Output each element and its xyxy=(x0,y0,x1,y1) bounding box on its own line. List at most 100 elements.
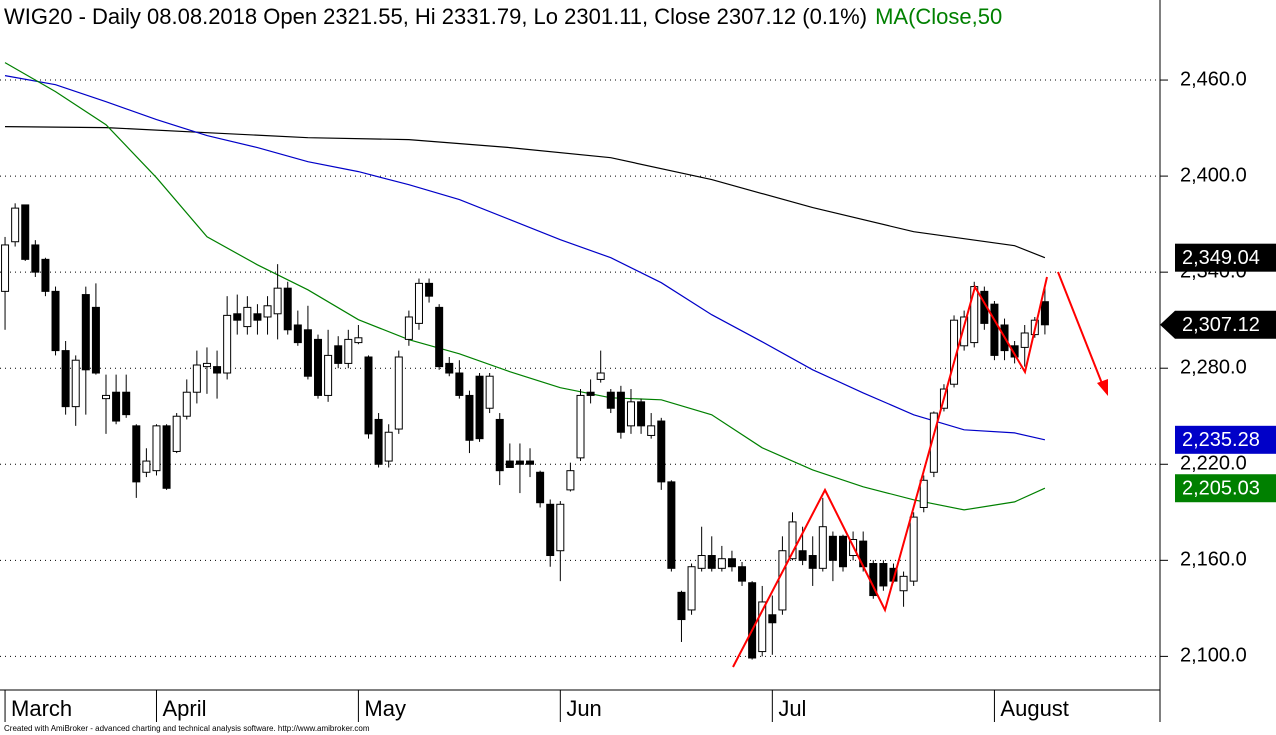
candle-body xyxy=(707,555,716,569)
candle-body xyxy=(697,555,706,569)
candle-body xyxy=(818,526,827,569)
candle-body xyxy=(596,372,605,380)
candle-body xyxy=(828,535,837,561)
candle-body xyxy=(162,425,171,489)
candle-body xyxy=(223,314,232,374)
candle-body xyxy=(314,338,323,396)
candle-body xyxy=(384,431,393,462)
candle-body xyxy=(152,425,161,472)
x-tick-label: August xyxy=(1000,696,1069,721)
x-tick-label: May xyxy=(364,696,406,721)
candle-body xyxy=(455,372,464,396)
candle-body xyxy=(677,591,686,621)
last-value-box xyxy=(1175,243,1276,272)
candle-body xyxy=(253,313,262,321)
candle-body xyxy=(122,391,131,416)
candle-body xyxy=(798,550,807,561)
candle-body xyxy=(960,316,969,347)
candle-body xyxy=(586,391,595,396)
y-tick-label: 2,100.0 xyxy=(1180,645,1247,667)
candle-body xyxy=(1020,332,1029,348)
candle-body xyxy=(233,313,242,321)
last-value-box xyxy=(1175,425,1276,454)
y-tick-label: 2,280.0 xyxy=(1180,356,1247,378)
candle-body xyxy=(91,306,100,374)
candle-body xyxy=(344,338,353,364)
candle-body xyxy=(263,305,272,318)
candle-body xyxy=(505,460,514,468)
candle-body xyxy=(404,316,413,340)
candle-body xyxy=(81,294,90,371)
candle-body xyxy=(1040,301,1049,326)
candle-body xyxy=(727,558,736,568)
candle-body xyxy=(556,503,565,552)
candle-body xyxy=(243,306,252,328)
candle-body xyxy=(546,503,555,557)
candle-body xyxy=(687,566,696,611)
candle-body xyxy=(334,345,343,364)
candle-body xyxy=(41,258,50,292)
candle-body xyxy=(132,425,141,483)
candle-body xyxy=(192,364,201,393)
candle-body xyxy=(445,362,454,374)
candle-body xyxy=(435,306,444,368)
candle-body xyxy=(778,550,787,611)
candle-body xyxy=(616,391,625,433)
candle-body xyxy=(536,471,545,504)
last-value-label: 2,349.04 xyxy=(1182,247,1260,269)
candle-body xyxy=(485,375,494,409)
candle-body xyxy=(717,558,726,569)
candle-body xyxy=(667,481,676,569)
axis-labels: 2,100.02,160.02,220.02,280.02,340.02,400… xyxy=(4,68,1276,722)
candle-body xyxy=(354,337,363,344)
title-ma-clip: MA(Close,50 xyxy=(875,4,1002,29)
candle-body xyxy=(414,282,423,324)
close-value-label: 2,307.12 xyxy=(1182,314,1260,336)
y-tick-label: 2,160.0 xyxy=(1180,549,1247,571)
candle-body xyxy=(606,391,615,409)
footer: Created with AmiBroker - advanced charti… xyxy=(4,724,370,733)
candle-body xyxy=(838,535,847,568)
candle-body xyxy=(768,614,777,624)
last-value-label: 2,205.03 xyxy=(1182,478,1260,500)
candle-body xyxy=(182,391,191,417)
candle-body xyxy=(909,516,918,582)
candle-body xyxy=(899,575,908,592)
candle-body xyxy=(526,460,535,465)
x-tick-label: April xyxy=(162,696,206,721)
candle-body xyxy=(788,521,797,560)
x-tick-label: March xyxy=(11,696,72,721)
candle-body xyxy=(11,207,20,243)
candle-body xyxy=(990,303,999,356)
candle-body xyxy=(738,566,747,582)
candle-body xyxy=(31,244,40,273)
candle-body xyxy=(273,287,282,315)
candle-body xyxy=(142,460,151,473)
moving-average-line xyxy=(4,126,1046,259)
candle-body xyxy=(929,412,938,473)
x-tick-label: Jul xyxy=(778,696,806,721)
y-tick-label: 2,220.0 xyxy=(1180,453,1247,475)
last-value-box xyxy=(1175,474,1276,503)
candle-body xyxy=(576,394,585,459)
chart-title-ma: MA(Close,50 xyxy=(875,4,1002,29)
candle-body xyxy=(303,329,312,377)
candle-body xyxy=(1010,345,1019,358)
candle-body xyxy=(879,563,888,587)
candle-body xyxy=(465,394,474,441)
last-value-label: 2,235.28 xyxy=(1182,429,1260,451)
candle-body xyxy=(647,425,656,436)
candle-body xyxy=(71,359,80,408)
candle-body xyxy=(748,582,757,659)
candle-body xyxy=(324,354,333,396)
candle-body xyxy=(515,460,524,465)
candle-body xyxy=(657,420,666,483)
candle-body xyxy=(566,470,575,491)
candle-body xyxy=(475,375,484,440)
candle-body xyxy=(1,244,10,292)
trend-drawing xyxy=(732,271,1108,668)
candle-body xyxy=(102,394,111,400)
candle-body xyxy=(495,418,504,472)
